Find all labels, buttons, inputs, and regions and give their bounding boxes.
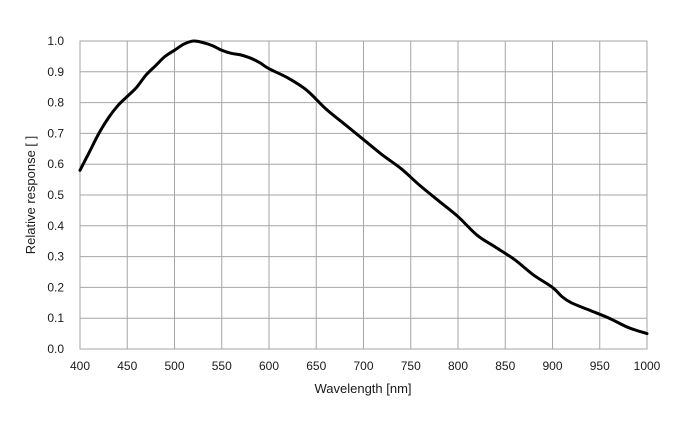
- y-tick-label: 0.7: [47, 126, 64, 140]
- y-tick-label: 0.9: [47, 65, 64, 79]
- x-tick-label: 700: [353, 359, 373, 373]
- x-tick-label: 550: [212, 359, 232, 373]
- y-tick-label: 0.8: [47, 96, 64, 110]
- series-lines: [78, 39, 649, 336]
- x-tick-label: 900: [542, 359, 562, 373]
- x-tick-labels: 400 450 500 550 600 650 700 750 800 850 900 950 1000: [70, 359, 661, 373]
- y-tick-label: 1.0: [47, 34, 64, 48]
- x-tick-label: 600: [259, 359, 279, 373]
- x-tick-label: 850: [495, 359, 515, 373]
- y-tick-label: 0.4: [47, 219, 64, 233]
- x-tick-label: 950: [590, 359, 610, 373]
- x-tick-label: 1000: [634, 359, 661, 373]
- series-line: [78, 39, 649, 336]
- x-tick-label: 650: [306, 359, 326, 373]
- y-tick-label: 0.0: [47, 342, 64, 356]
- x-tick-label: 500: [164, 359, 184, 373]
- x-tick-label: 800: [448, 359, 468, 373]
- y-tick-labels: 0.0 0.1 0.2 0.3 0.4 0.5 0.6 0.7 0.8 0.9 1.0: [47, 34, 64, 356]
- y-tick-label: 0.5: [47, 188, 64, 202]
- x-tick-label: 450: [117, 359, 137, 373]
- y-tick-label: 0.1: [47, 311, 64, 325]
- y-tick-label: 0.3: [47, 250, 64, 264]
- x-tick-label: 400: [70, 359, 90, 373]
- x-axis-label: Wavelength [nm]: [314, 381, 411, 396]
- grid: [79, 40, 648, 350]
- y-tick-label: 0.6: [47, 157, 64, 171]
- y-axis-label: Relative response [ ]: [23, 136, 38, 255]
- y-tick-label: 0.2: [47, 280, 64, 294]
- x-tick-label: 750: [401, 359, 421, 373]
- plot-frame: [79, 40, 648, 350]
